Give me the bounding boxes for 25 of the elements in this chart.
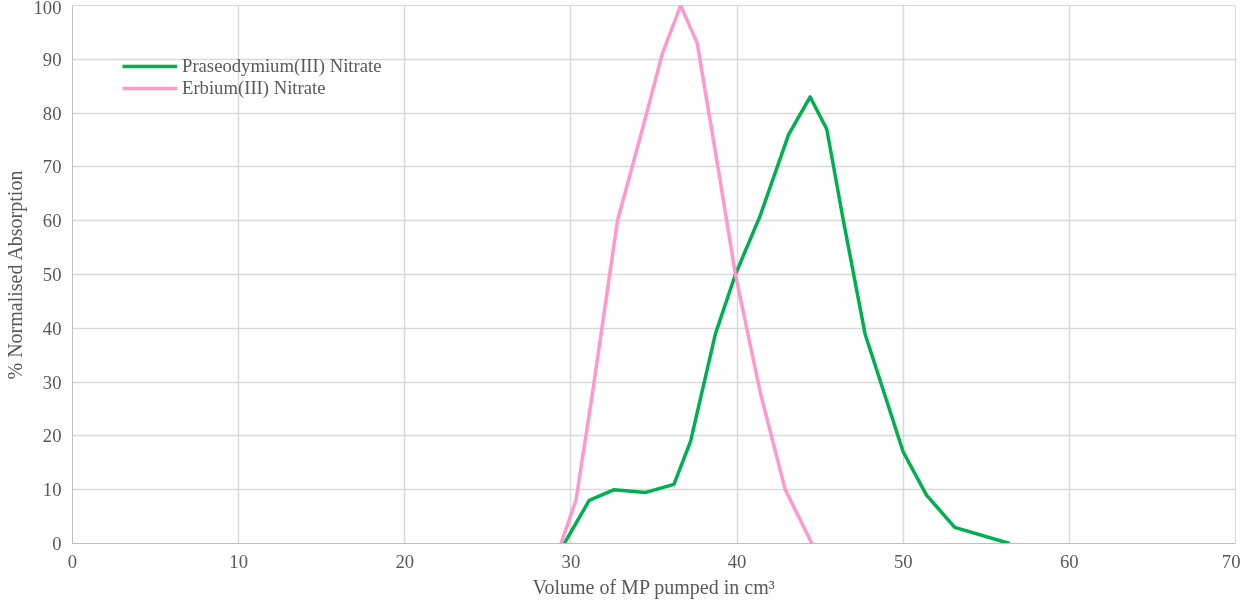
x-tick-label: 10 xyxy=(229,550,248,572)
legend-label: Erbium(III) Nitrate xyxy=(182,77,326,99)
y-tick-label: 40 xyxy=(42,317,62,339)
y-tick-label: 10 xyxy=(42,479,62,501)
x-tick-label: 30 xyxy=(561,550,581,572)
x-axis-title: Volume of MP pumped in cm³ xyxy=(532,575,775,599)
y-tick-label: 0 xyxy=(52,533,62,554)
y-axis-title: % Normalised Absorption xyxy=(3,170,27,380)
y-tick-label: 70 xyxy=(42,156,62,178)
y-tick-label: 100 xyxy=(33,0,62,18)
y-tick-label: 50 xyxy=(42,264,62,285)
x-tick-label: 50 xyxy=(893,550,913,572)
y-tick-label: 80 xyxy=(42,102,62,124)
x-tick-label: 70 xyxy=(1221,550,1241,572)
line-series xyxy=(559,5,814,544)
y-tick-label: 20 xyxy=(42,425,62,447)
line-series xyxy=(562,95,1012,544)
x-tick-label: 60 xyxy=(1060,550,1079,572)
x-tick-label: 0 xyxy=(67,550,78,572)
x-tick-label: 20 xyxy=(395,550,415,572)
y-tick-label: 30 xyxy=(42,371,62,393)
y-tick-label: 90 xyxy=(42,48,62,70)
x-tick-label: 40 xyxy=(727,550,747,572)
y-tick-label: 60 xyxy=(42,210,62,232)
legend-label: Praseodymium(III) Nitrate xyxy=(182,55,382,77)
